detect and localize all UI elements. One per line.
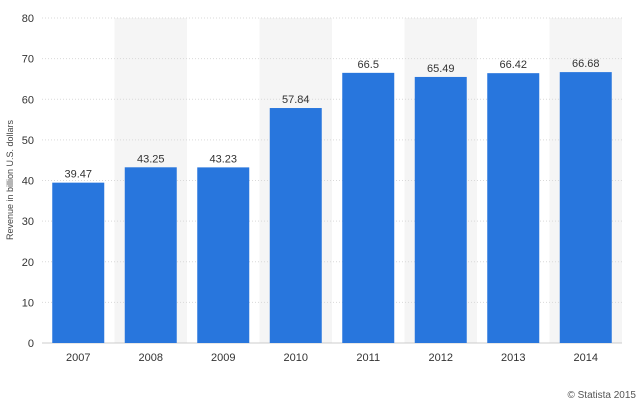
y-tick-label: 20 bbox=[22, 257, 34, 269]
bar-2008[interactable] bbox=[124, 167, 177, 343]
x-tick-label: 2013 bbox=[501, 352, 525, 364]
bar-2009[interactable] bbox=[197, 167, 250, 343]
y-axis-title: Revenue in billion U.S. dollars bbox=[5, 119, 15, 240]
y-tick-label: 0 bbox=[28, 338, 34, 350]
bar-2010[interactable] bbox=[269, 108, 322, 344]
bar-2012[interactable] bbox=[414, 76, 467, 344]
bar-2007[interactable] bbox=[52, 182, 105, 343]
bar-value-label: 43.23 bbox=[209, 153, 237, 165]
bar-value-labels: 39.47 43.25 43.23 57.84 66.5 65.49 66.42 66.68 bbox=[64, 58, 599, 181]
statista-credit[interactable]: © Statista 2015 bbox=[567, 390, 636, 401]
bar-value-label: 57.84 bbox=[282, 94, 310, 106]
bar-value-label: 65.49 bbox=[427, 63, 455, 75]
bar-value-label: 66.5 bbox=[358, 59, 379, 71]
x-tick-label: 2008 bbox=[139, 352, 163, 364]
x-tick-label: 2009 bbox=[211, 352, 235, 364]
x-tick-label: 2012 bbox=[429, 352, 453, 364]
y-tick-label: 70 bbox=[22, 54, 34, 66]
bar-series bbox=[52, 72, 612, 344]
bar-2013[interactable] bbox=[487, 73, 540, 343]
bar-value-label: 43.25 bbox=[137, 153, 165, 165]
bar-value-label: 39.47 bbox=[64, 169, 92, 181]
y-tick-label: 80 bbox=[22, 13, 34, 25]
x-tick-label: 2014 bbox=[574, 352, 598, 364]
y-tick-label: 40 bbox=[22, 176, 34, 188]
x-axis-tick-labels: 2007 2008 2009 2010 2011 2012 2013 2014 bbox=[66, 352, 598, 364]
bar-2011[interactable] bbox=[342, 72, 395, 343]
y-tick-label: 60 bbox=[22, 94, 34, 106]
y-tick-label: 50 bbox=[22, 135, 34, 147]
bar-value-label: 66.42 bbox=[499, 59, 527, 71]
bar-value-label: 66.68 bbox=[572, 58, 600, 70]
x-tick-label: 2011 bbox=[356, 352, 380, 364]
x-tick-label: 2007 bbox=[66, 352, 90, 364]
y-axis-tick-labels: 0 10 20 30 40 50 60 70 80 bbox=[22, 13, 34, 350]
y-tick-label: 30 bbox=[22, 216, 34, 228]
bar-2014[interactable] bbox=[559, 72, 612, 344]
y-tick-label: 10 bbox=[22, 297, 34, 309]
x-tick-label: 2010 bbox=[284, 352, 308, 364]
